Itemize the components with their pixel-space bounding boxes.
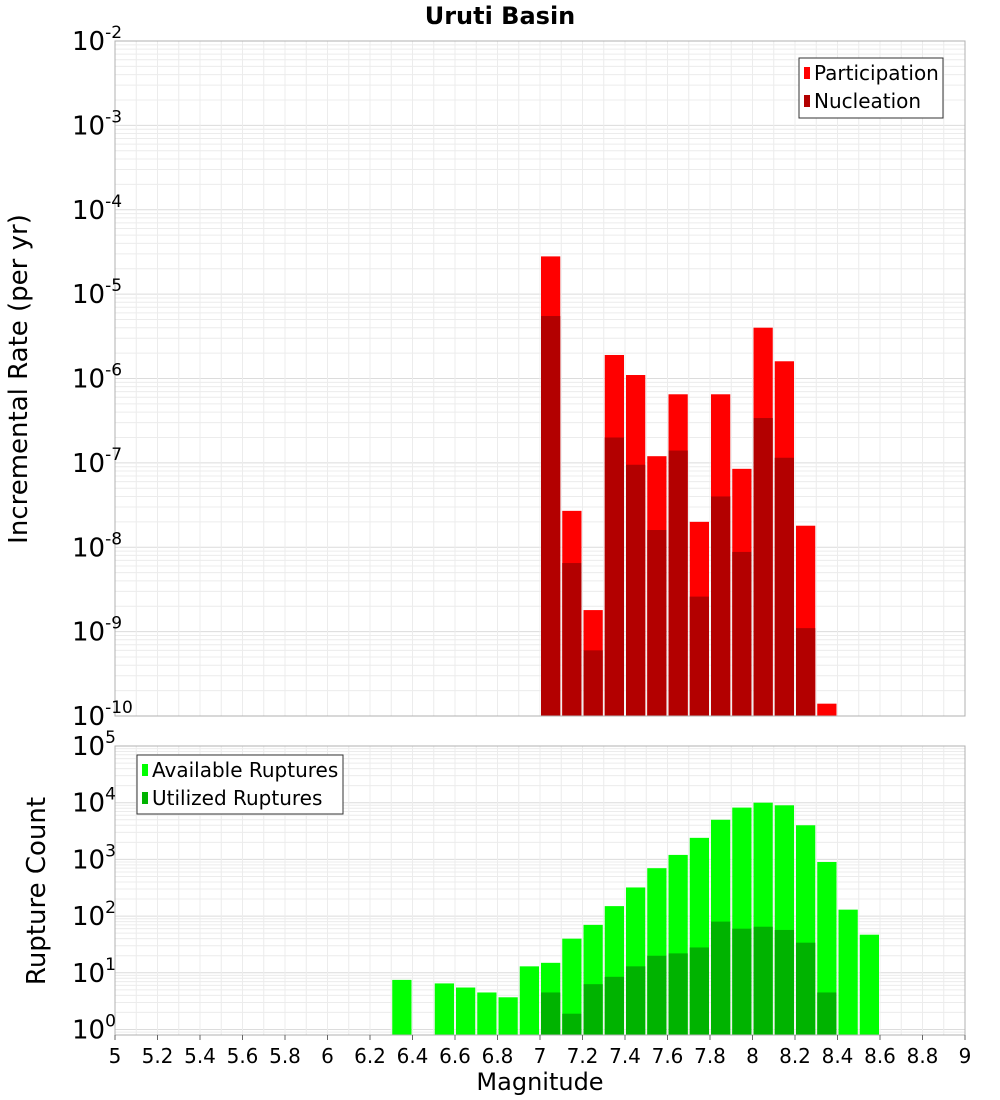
legend-entry: Available Ruptures xyxy=(152,758,338,782)
available-ruptures-bar xyxy=(519,966,539,1035)
y-tick-label: 102 xyxy=(72,898,116,932)
x-tick-label: 5.2 xyxy=(142,1044,174,1068)
utilized-ruptures-bar xyxy=(711,921,731,1035)
x-tick-label: 7 xyxy=(534,1044,547,1068)
bottom-y-axis-label: Rupture Count xyxy=(22,797,52,985)
nucleation-bar xyxy=(626,464,646,716)
nucleation-bar xyxy=(732,551,752,716)
x-tick-label: 5.6 xyxy=(227,1044,259,1068)
utilized-ruptures-bar xyxy=(774,929,794,1035)
x-tick-label: 7.6 xyxy=(652,1044,684,1068)
x-tick-label: 8.6 xyxy=(864,1044,896,1068)
available-ruptures-bar xyxy=(456,987,476,1035)
bottom-legend: Available Ruptures Utilized Ruptures xyxy=(136,754,344,815)
x-tick-label: 5 xyxy=(109,1044,122,1068)
nucleation-bar xyxy=(668,450,688,716)
legend-entry: Participation xyxy=(814,61,939,85)
y-tick-label: 100 xyxy=(72,1012,116,1046)
nucleation-bar xyxy=(711,496,731,716)
y-tick-label: 10-2 xyxy=(72,23,122,57)
bottom-y-ticks: 100 101 102 103 104 105 xyxy=(72,728,116,1046)
nucleation-bar xyxy=(647,530,667,716)
y-tick-label: 10-6 xyxy=(72,361,122,395)
available-ruptures-bar xyxy=(434,983,454,1035)
bottom-bars xyxy=(392,802,879,1035)
available-ruptures-bar xyxy=(498,997,518,1035)
utilized-ruptures-bar xyxy=(647,955,667,1035)
utilized-ruptures-bar xyxy=(689,947,709,1035)
y-tick-label: 10-3 xyxy=(72,107,122,141)
top-plot-frame xyxy=(114,40,966,717)
chart-title: Uruti Basin xyxy=(425,2,576,30)
legend-box xyxy=(136,754,344,815)
utilized-ruptures-bar xyxy=(562,1013,582,1035)
available-ruptures-bar xyxy=(859,934,879,1035)
utilized-ruptures-bar xyxy=(732,928,752,1035)
y-tick-label: 10-10 xyxy=(72,698,133,732)
legend-box xyxy=(798,57,944,119)
legend-swatch xyxy=(804,95,810,107)
x-axis-label: Magnitude xyxy=(476,1068,603,1096)
x-ticks: 5 5.2 5.4 5.6 5.8 6 6.2 6.4 6.6 6.8 7 7.2 7.4 7.6 7.8 8… xyxy=(109,1035,972,1068)
nucleation-bar xyxy=(583,650,603,716)
utilized-ruptures-bar xyxy=(604,976,624,1035)
y-tick-label: 104 xyxy=(72,785,116,819)
y-tick-label: 10-7 xyxy=(72,445,122,479)
x-tick-label: 8.2 xyxy=(779,1044,811,1068)
x-tick-label: 8 xyxy=(746,1044,759,1068)
utilized-ruptures-bar xyxy=(753,926,773,1035)
y-tick-label: 103 xyxy=(72,841,116,875)
nucleation-bar xyxy=(774,457,794,716)
participation-bar xyxy=(817,703,837,716)
nucleation-bar xyxy=(796,628,816,716)
y-tick-label: 10-4 xyxy=(72,192,122,226)
legend-entry: Nucleation xyxy=(814,89,921,113)
top-legend: Participation Nucleation xyxy=(798,57,944,119)
x-tick-label: 7.2 xyxy=(567,1044,599,1068)
nucleation-bar xyxy=(604,437,624,716)
top-grid xyxy=(114,40,966,717)
top-bars xyxy=(541,256,837,716)
x-tick-label: 6.4 xyxy=(397,1044,429,1068)
x-tick-label: 5.4 xyxy=(184,1044,216,1068)
available-ruptures-bar xyxy=(477,992,497,1035)
x-tick-label: 6 xyxy=(321,1044,334,1068)
y-tick-label: 10-9 xyxy=(72,614,122,648)
utilized-ruptures-bar xyxy=(817,992,837,1035)
available-ruptures-bar xyxy=(838,909,858,1035)
y-tick-label: 105 xyxy=(72,728,116,762)
legend-swatch xyxy=(142,792,148,804)
nucleation-bar xyxy=(689,596,709,716)
available-ruptures-bar xyxy=(392,979,412,1035)
x-tick-label: 8.4 xyxy=(822,1044,854,1068)
utilized-ruptures-bar xyxy=(796,942,816,1035)
utilized-ruptures-bar xyxy=(668,953,688,1035)
top-y-axis-label: Incremental Rate (per yr) xyxy=(4,214,34,544)
y-tick-label: 10-5 xyxy=(72,276,122,310)
utilized-ruptures-bar xyxy=(626,966,646,1035)
nucleation-bar xyxy=(562,563,582,716)
x-tick-label: 5.8 xyxy=(269,1044,301,1068)
x-tick-label: 8.8 xyxy=(907,1044,939,1068)
x-tick-label: 7.4 xyxy=(609,1044,641,1068)
x-tick-label: 7.8 xyxy=(694,1044,726,1068)
x-tick-label: 6.2 xyxy=(354,1044,386,1068)
available-ruptures-bar xyxy=(562,938,582,1035)
nucleation-bar xyxy=(753,418,773,716)
legend-entry: Utilized Ruptures xyxy=(152,786,322,810)
utilized-ruptures-bar xyxy=(583,984,603,1035)
nucleation-bar xyxy=(541,316,561,716)
available-ruptures-bar xyxy=(817,861,837,1035)
legend-swatch xyxy=(142,764,148,776)
x-tick-label: 6.6 xyxy=(439,1044,471,1068)
y-tick-label: 101 xyxy=(72,955,116,989)
utilized-ruptures-bar xyxy=(541,992,561,1035)
legend-swatch xyxy=(804,67,810,79)
x-tick-label: 9 xyxy=(959,1044,972,1068)
x-tick-label: 6.8 xyxy=(482,1044,514,1068)
y-tick-label: 10-8 xyxy=(72,529,122,563)
top-y-ticks: 10-10 10-9 10-8 10-7 10-6 10-5 10-4 10-3 10-2 xyxy=(72,23,133,732)
